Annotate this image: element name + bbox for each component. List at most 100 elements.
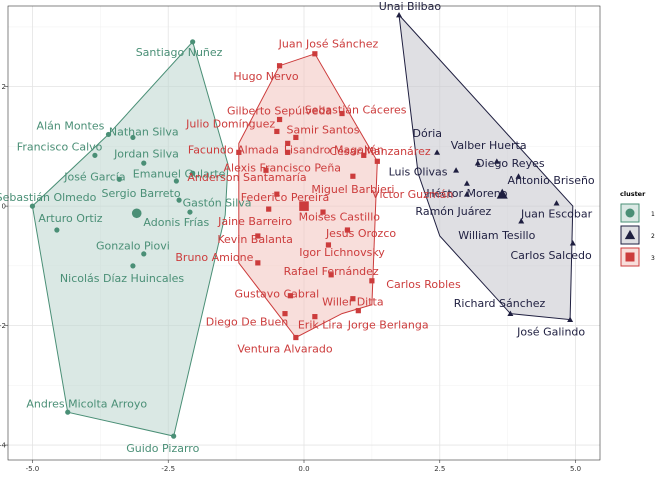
point-label: José García	[63, 170, 125, 183]
point-label: Juan José Sánchez	[278, 38, 379, 51]
x-tick-label: 2.5	[434, 465, 445, 473]
point-label: Luis Olivas	[389, 165, 448, 178]
data-point	[285, 140, 291, 146]
legend-key-circle-icon	[625, 208, 635, 218]
point-label: Víctor Guzmán	[372, 188, 453, 201]
data-point	[274, 128, 280, 135]
data-point	[463, 191, 470, 197]
data-point	[190, 170, 196, 176]
point-label: Adonis Frías	[143, 216, 209, 229]
point-label: Willer Ditta	[322, 296, 383, 309]
data-point	[263, 167, 269, 173]
data-point	[176, 197, 182, 203]
point-label: Guido Pizarro	[126, 442, 199, 455]
point-label: Ramón Juárez	[415, 205, 491, 218]
point-label: Jaine Barreiro	[217, 215, 292, 228]
y-tick-label: -4	[0, 442, 7, 450]
data-point	[293, 134, 299, 141]
point-label: Francisco Calvo	[17, 140, 103, 153]
point-label: Héctor Moreno	[426, 187, 507, 200]
cluster-centroid-1	[131, 208, 142, 219]
x-tick-label: 5.0	[570, 465, 581, 473]
point-label: Gustavo Cabral	[234, 287, 319, 300]
cluster-hull-1	[31, 40, 229, 437]
point-label: Samir Santos	[287, 124, 360, 137]
point-label: Anderson Santamaría	[187, 171, 306, 184]
point-label: Sebastián Cáceres	[305, 103, 407, 116]
legend-label: 2	[651, 233, 655, 240]
legend-title: cluster	[620, 190, 646, 198]
axes: -5.0 -2.5 0.0 2.5 5.0 -4 -2 0 2	[0, 5, 601, 473]
point-label: Unai Bilbao	[379, 0, 442, 13]
legend: cluster 1 2 3	[620, 190, 655, 267]
point-labels: Santiago Nuñez Alán Montes Nathan Silva Fra…	[0, 0, 595, 455]
point-label: Sebastián Olmedo	[0, 191, 97, 204]
point-label: Valber Huerta	[451, 139, 527, 152]
data-point	[274, 191, 280, 197]
x-tick-label: -5.0	[26, 465, 40, 473]
point-label: Santiago Nuñez	[136, 46, 223, 59]
point-label: Diego De Buen	[206, 315, 289, 328]
data-point	[29, 203, 36, 209]
point-label: Bruno Amione	[175, 251, 253, 264]
data-point	[328, 272, 334, 278]
y-tick-label: 2	[2, 83, 6, 91]
point-label: Miguel Barbieri	[311, 183, 394, 196]
data-point	[355, 308, 361, 314]
x-tick-label: 0.0	[298, 465, 309, 473]
data-point	[105, 131, 112, 138]
data-point	[276, 63, 283, 69]
point-label: Kevin Balanta	[217, 233, 293, 246]
point-label: Nathan Silva	[109, 125, 179, 138]
data-point	[130, 134, 136, 141]
data-point	[507, 310, 514, 317]
point-label: Federico Pereira	[241, 191, 329, 204]
data-point	[344, 227, 351, 233]
data-point	[141, 251, 147, 257]
data-point	[553, 200, 560, 206]
data-point	[493, 158, 500, 164]
data-point	[350, 296, 356, 302]
point-label: José Galindo	[516, 326, 585, 339]
data-point	[116, 176, 122, 182]
x-tick-label: -2.5	[161, 465, 175, 473]
point-label: Diego Reyes	[476, 157, 545, 170]
cluster-hulls	[31, 13, 574, 437]
point-label: Gonzalo Piovi	[96, 240, 170, 253]
point-label: Facundo Almada	[188, 143, 279, 156]
legend-label: 3	[651, 255, 655, 262]
point-label: Jorge Berlanga	[347, 318, 429, 331]
data-point	[173, 178, 179, 184]
point-label: Lisandro Magallán	[284, 143, 384, 156]
point-label: Alán Montes	[37, 119, 105, 132]
point-label: Andres Micolta Arroyo	[26, 397, 147, 410]
data-point	[350, 173, 356, 179]
data-point	[282, 311, 288, 317]
point-label: Moises Castillo	[299, 210, 381, 223]
point-label: Igor Lichnovsky	[299, 246, 385, 259]
point-label: Cesar Manzanárez	[329, 145, 430, 158]
data-point	[92, 152, 98, 158]
data-point	[187, 209, 193, 215]
cluster-centroid-3	[299, 201, 309, 211]
point-label: Antonio Briseño	[508, 174, 595, 187]
data-point	[171, 433, 177, 439]
point-label: Sergio Barreto	[102, 187, 181, 200]
data-point	[569, 240, 576, 246]
data-point	[320, 209, 326, 215]
point-label: Ventura Alvarado	[237, 342, 333, 355]
data-point	[65, 409, 71, 415]
data-point	[266, 206, 272, 212]
point-label: Hugo Nervo	[233, 70, 298, 83]
point-label: Nicolás Díaz Huincales	[60, 272, 185, 285]
data-point	[339, 110, 345, 117]
data-point	[567, 316, 574, 323]
data-point	[369, 278, 375, 284]
data-point	[287, 293, 294, 299]
point-label: Gilberto Sepúlveda	[227, 105, 332, 118]
point-label: Erik Lira	[298, 318, 343, 331]
point-label: Arturo Ortiz	[38, 212, 102, 225]
legend-label: 1	[651, 211, 655, 218]
data-point	[515, 173, 522, 179]
data-point	[276, 116, 283, 123]
